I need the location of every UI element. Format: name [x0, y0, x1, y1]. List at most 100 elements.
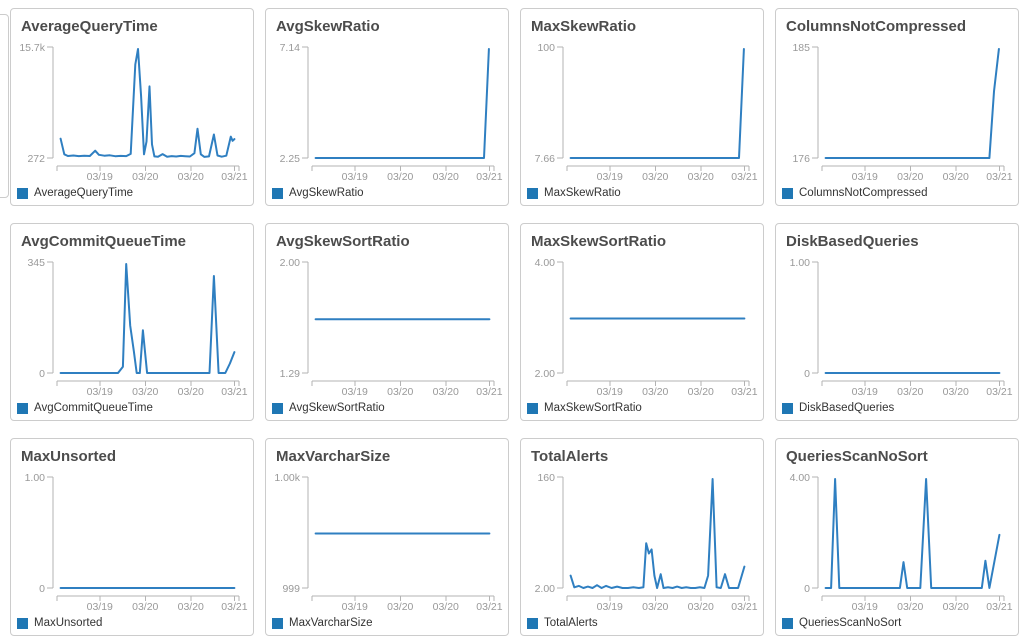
- line-chart-plot[interactable]: 15.7k 272 03/19 03/20 03/20 03/21: [17, 39, 247, 185]
- y-max-label: 7.14: [280, 42, 301, 54]
- x-tick-label: 03/21: [986, 171, 1012, 183]
- x-tick-label: 03/21: [221, 601, 247, 613]
- y-max-label: 1.00: [25, 472, 46, 484]
- chart-panel: QueriesScanNoSort 4.00 0 03/19 03/20 03/20 03…: [775, 438, 1019, 636]
- legend-color-swatch: [17, 403, 28, 414]
- x-tick-label: 03/19: [852, 601, 878, 613]
- line-chart-plot[interactable]: 160 2.00 03/19 03/20 03/20 03/21: [527, 469, 758, 615]
- x-tick-label: 03/21: [731, 386, 757, 398]
- chart-title: MaxVarcharSize: [276, 448, 391, 465]
- legend-label: MaxSkewRatio: [544, 187, 621, 199]
- legend-item[interactable]: MaxSkewRatio: [527, 187, 755, 200]
- line-chart-plot[interactable]: 4.00 2.00 03/19 03/20 03/20 03/21: [527, 254, 758, 400]
- dashboard-grid: AverageQueryTime 15.7k 272 03/19 03/20 03/20…: [10, 8, 1019, 636]
- line-chart-plot[interactable]: 345 0 03/19 03/20 03/20 03/21: [17, 254, 247, 400]
- x-tick-label: 03/19: [852, 171, 878, 183]
- legend-item[interactable]: AverageQueryTime: [17, 187, 245, 200]
- legend-label: DiskBasedQueries: [799, 402, 895, 414]
- line-chart-plot[interactable]: 100 7.66 03/19 03/20 03/20 03/21: [527, 39, 758, 185]
- x-tick-label: 03/21: [986, 601, 1012, 613]
- y-max-label: 100: [537, 42, 555, 54]
- line-chart-plot[interactable]: 1.00 0 03/19 03/20 03/20 03/21: [17, 469, 248, 615]
- legend-color-swatch: [272, 188, 283, 199]
- chart-panel: AvgSkewSortRatio 2.00 1.29 03/19 03/20 03/20…: [265, 223, 509, 421]
- x-tick-label: 03/19: [87, 171, 113, 183]
- y-max-label: 15.7k: [19, 42, 45, 54]
- legend-item[interactable]: MaxUnsorted: [17, 617, 245, 630]
- series-line: [314, 48, 490, 159]
- legend-item[interactable]: TotalAlerts: [527, 617, 755, 630]
- x-tick-label: 03/19: [87, 601, 113, 613]
- legend-label: TotalAlerts: [544, 617, 598, 629]
- x-tick-label: 03/20: [132, 171, 158, 183]
- x-tick-label: 03/19: [87, 386, 113, 398]
- legend-item[interactable]: AvgSkewSortRatio: [272, 402, 500, 415]
- x-tick-label: 03/20: [897, 601, 923, 613]
- x-tick-label: 03/21: [476, 601, 502, 613]
- x-tick-label: 03/20: [688, 601, 714, 613]
- legend-item[interactable]: MaxVarcharSize: [272, 617, 500, 630]
- legend-color-swatch: [17, 188, 28, 199]
- x-tick-label: 03/21: [731, 601, 757, 613]
- chart-title: DiskBasedQueries: [786, 233, 919, 250]
- x-tick-label: 03/19: [342, 386, 368, 398]
- x-tick-label: 03/20: [433, 601, 459, 613]
- x-tick-label: 03/21: [476, 171, 502, 183]
- x-tick-label: 03/19: [597, 171, 623, 183]
- legend-item[interactable]: ColumnsNotCompressed: [782, 187, 1010, 200]
- x-tick-label: 03/19: [597, 601, 623, 613]
- line-chart-plot[interactable]: 1.00 0 03/19 03/20 03/20 03/21: [782, 254, 1013, 400]
- y-max-label: 2.00: [280, 257, 301, 269]
- y-max-label: 1.00k: [274, 472, 300, 484]
- line-chart-plot[interactable]: 185 176 03/19 03/20 03/20 03/21: [782, 39, 1012, 185]
- y-max-label: 4.00: [790, 472, 811, 484]
- legend-item[interactable]: QueriesScanNoSort: [782, 617, 1010, 630]
- y-min-label: 2.00: [535, 368, 556, 380]
- x-tick-label: 03/20: [178, 171, 204, 183]
- x-tick-label: 03/20: [688, 171, 714, 183]
- x-tick-label: 03/20: [897, 386, 923, 398]
- x-tick-label: 03/20: [433, 386, 459, 398]
- x-tick-label: 03/19: [597, 386, 623, 398]
- legend-item[interactable]: AvgCommitQueueTime: [17, 402, 245, 415]
- y-min-label: 0: [39, 368, 45, 380]
- line-chart-plot[interactable]: 4.00 0 03/19 03/20 03/20 03/21: [782, 469, 1013, 615]
- y-min-label: 2.00: [535, 583, 556, 595]
- chart-title: AvgSkewSortRatio: [276, 233, 410, 250]
- x-tick-label: 03/21: [731, 171, 757, 183]
- x-tick-label: 03/20: [387, 386, 413, 398]
- y-max-label: 345: [27, 257, 45, 269]
- chart-title: AverageQueryTime: [21, 18, 158, 35]
- line-chart-plot[interactable]: 2.00 1.29 03/19 03/20 03/20 03/21: [272, 254, 503, 400]
- chart-title: MaxSkewSortRatio: [531, 233, 667, 250]
- legend-item[interactable]: AvgSkewRatio: [272, 187, 500, 200]
- legend-item[interactable]: MaxSkewSortRatio: [527, 402, 755, 415]
- x-tick-label: 03/20: [688, 386, 714, 398]
- x-tick-label: 03/20: [642, 171, 668, 183]
- chart-panel: AverageQueryTime 15.7k 272 03/19 03/20 03/20…: [10, 8, 254, 206]
- y-max-label: 4.00: [535, 257, 556, 269]
- chart-panel: MaxSkewRatio 100 7.66 03/19 03/20 03/20 03/21…: [520, 8, 764, 206]
- legend-color-swatch: [272, 403, 283, 414]
- legend-label: MaxVarcharSize: [289, 617, 373, 629]
- clipped-panel-edge: [0, 14, 9, 198]
- legend-item[interactable]: DiskBasedQueries: [782, 402, 1010, 415]
- x-tick-label: 03/20: [943, 601, 969, 613]
- chart-panel: DiskBasedQueries 1.00 0 03/19 03/20 03/20 03/…: [775, 223, 1019, 421]
- series-line: [569, 478, 746, 589]
- chart-panel: AvgCommitQueueTime 345 0 03/19 03/20 03/20 03…: [10, 223, 254, 421]
- x-tick-label: 03/20: [642, 601, 668, 613]
- line-chart-plot[interactable]: 1.00k 999 03/19 03/20 03/20 03/21: [272, 469, 502, 615]
- chart-title: AvgCommitQueueTime: [21, 233, 187, 250]
- legend-label: ColumnsNotCompressed: [799, 187, 928, 199]
- line-chart-plot[interactable]: 7.14 2.25 03/19 03/20 03/20 03/21: [272, 39, 503, 185]
- legend-color-swatch: [527, 403, 538, 414]
- y-min-label: 1.29: [280, 368, 301, 380]
- x-tick-label: 03/20: [178, 386, 204, 398]
- legend-color-swatch: [527, 618, 538, 629]
- x-tick-label: 03/21: [476, 386, 502, 398]
- y-min-label: 272: [27, 153, 45, 165]
- legend-label: AvgSkewSortRatio: [289, 402, 385, 414]
- chart-title: MaxUnsorted: [21, 448, 117, 465]
- x-tick-label: 03/20: [943, 386, 969, 398]
